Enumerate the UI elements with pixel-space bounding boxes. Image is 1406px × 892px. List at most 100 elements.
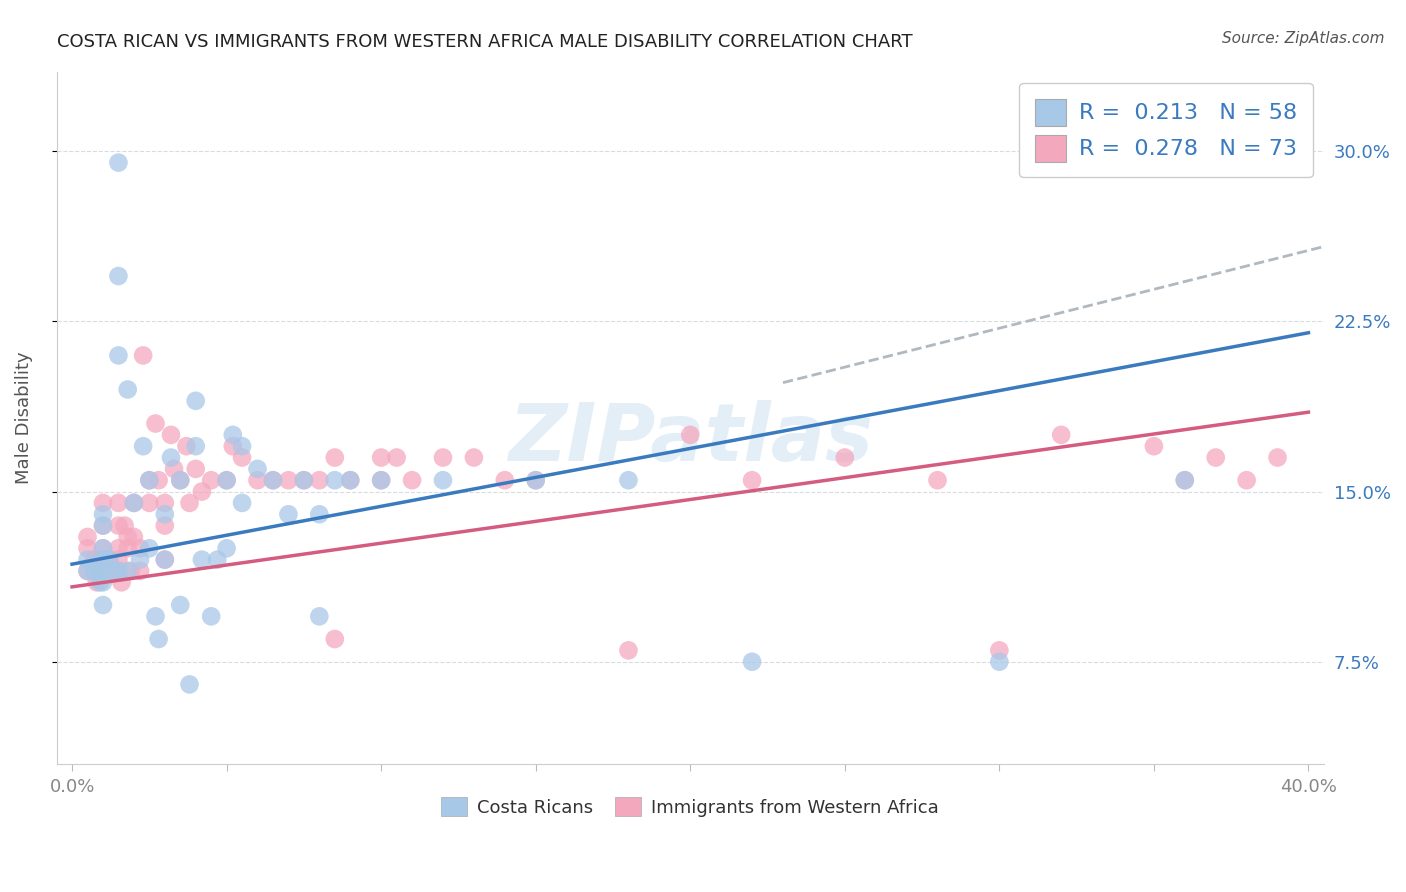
Point	[117, 383, 139, 397]
Point	[834, 450, 856, 465]
Point	[308, 609, 330, 624]
Point	[153, 552, 176, 566]
Point	[76, 530, 98, 544]
Point	[76, 552, 98, 566]
Point	[191, 484, 214, 499]
Point	[741, 655, 763, 669]
Point	[107, 518, 129, 533]
Point	[179, 496, 201, 510]
Point	[231, 450, 253, 465]
Point	[129, 541, 152, 556]
Point	[927, 473, 949, 487]
Point	[129, 564, 152, 578]
Point	[138, 473, 160, 487]
Point	[1205, 450, 1227, 465]
Point	[138, 541, 160, 556]
Point	[169, 473, 191, 487]
Point	[292, 473, 315, 487]
Point	[76, 564, 98, 578]
Point	[246, 462, 269, 476]
Point	[1236, 473, 1258, 487]
Point	[370, 473, 392, 487]
Point	[207, 552, 229, 566]
Point	[138, 473, 160, 487]
Point	[184, 439, 207, 453]
Point	[122, 530, 145, 544]
Point	[323, 473, 346, 487]
Point	[153, 518, 176, 533]
Point	[494, 473, 516, 487]
Y-axis label: Male Disability: Male Disability	[15, 351, 32, 484]
Point	[86, 564, 108, 578]
Text: ZIPatlas: ZIPatlas	[508, 400, 873, 477]
Point	[110, 575, 132, 590]
Point	[231, 439, 253, 453]
Point	[617, 643, 640, 657]
Point	[107, 564, 129, 578]
Point	[91, 552, 114, 566]
Text: Source: ZipAtlas.com: Source: ZipAtlas.com	[1222, 31, 1385, 46]
Point	[107, 268, 129, 283]
Point	[76, 541, 98, 556]
Point	[117, 530, 139, 544]
Point	[145, 417, 167, 431]
Point	[86, 575, 108, 590]
Point	[1267, 450, 1289, 465]
Point	[83, 552, 105, 566]
Point	[148, 632, 170, 646]
Legend: Costa Ricans, Immigrants from Western Africa: Costa Ricans, Immigrants from Western Af…	[434, 790, 946, 824]
Point	[91, 496, 114, 510]
Point	[160, 450, 183, 465]
Point	[179, 677, 201, 691]
Point	[107, 496, 129, 510]
Point	[148, 473, 170, 487]
Point	[1050, 427, 1073, 442]
Point	[122, 496, 145, 510]
Point	[91, 508, 114, 522]
Point	[91, 575, 114, 590]
Point	[222, 427, 245, 442]
Point	[339, 473, 361, 487]
Point	[138, 496, 160, 510]
Point	[463, 450, 485, 465]
Point	[89, 552, 111, 566]
Point	[184, 393, 207, 408]
Point	[145, 609, 167, 624]
Point	[524, 473, 547, 487]
Point	[215, 473, 238, 487]
Point	[246, 473, 269, 487]
Point	[89, 575, 111, 590]
Point	[292, 473, 315, 487]
Point	[163, 462, 186, 476]
Point	[370, 450, 392, 465]
Point	[101, 564, 124, 578]
Point	[107, 155, 129, 169]
Point	[184, 462, 207, 476]
Point	[83, 564, 105, 578]
Point	[1143, 439, 1166, 453]
Point	[200, 473, 222, 487]
Point	[91, 541, 114, 556]
Point	[153, 508, 176, 522]
Point	[617, 473, 640, 487]
Point	[107, 552, 129, 566]
Point	[122, 496, 145, 510]
Point	[524, 473, 547, 487]
Point	[988, 655, 1011, 669]
Point	[262, 473, 284, 487]
Point	[176, 439, 198, 453]
Point	[107, 541, 129, 556]
Point	[101, 564, 124, 578]
Point	[277, 508, 299, 522]
Point	[370, 473, 392, 487]
Point	[988, 643, 1011, 657]
Point	[107, 348, 129, 362]
Point	[308, 473, 330, 487]
Point	[98, 552, 121, 566]
Point	[1174, 473, 1197, 487]
Point	[323, 632, 346, 646]
Point	[323, 450, 346, 465]
Point	[277, 473, 299, 487]
Point	[117, 541, 139, 556]
Point	[191, 552, 214, 566]
